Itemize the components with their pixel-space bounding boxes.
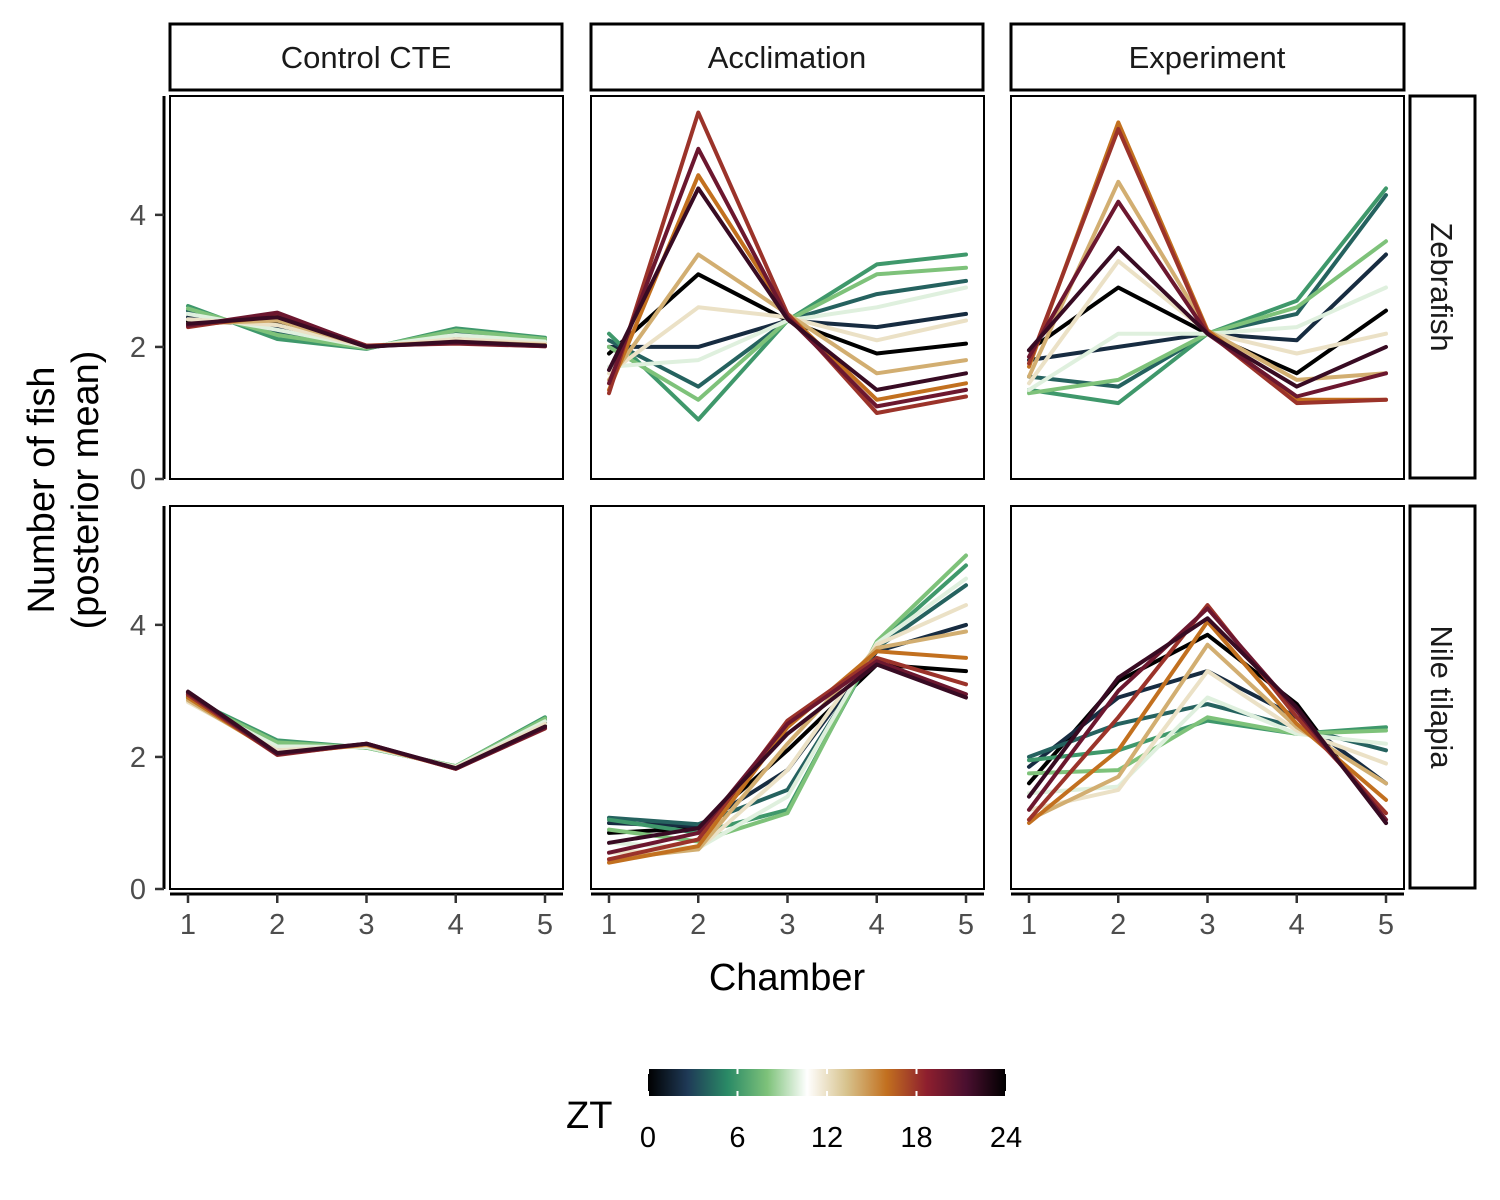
series-line-zt-18	[607, 655, 968, 862]
legend-tick-label: 12	[811, 1122, 843, 1154]
x-tick-label: 2	[1110, 909, 1126, 941]
strip-zebrafish	[1408, 94, 1477, 480]
row-strips: Zebrafish Nile tilapia	[1408, 94, 1477, 890]
x-tick-label: 3	[1199, 909, 1215, 941]
legend-title: ZT	[566, 1095, 612, 1137]
y-axis-title-line-2: (posterior mean)	[65, 351, 107, 630]
strip-control-cte	[168, 22, 564, 92]
y-tick-label: 2	[130, 332, 146, 364]
series-line-zt-22	[186, 689, 547, 771]
series-line-zt-20	[607, 659, 968, 855]
series-line-zt-22	[607, 186, 968, 392]
column-strips: Control CTE Acclimation Experiment	[168, 22, 1406, 92]
legend-tick-label: 24	[990, 1122, 1022, 1154]
x-tick-label: 2	[269, 909, 285, 941]
legend-tick-label: 18	[900, 1122, 932, 1154]
strip-nile-tilapia	[1408, 504, 1477, 890]
x-tick-label: 3	[358, 909, 374, 941]
series-line-zt-4	[1027, 702, 1388, 759]
y-axis-title-line-1: Number of fish	[21, 366, 63, 613]
y-axis-nile-tilapia: 0 2 4	[130, 506, 166, 906]
series-line-zt-8	[1027, 715, 1388, 776]
strip-label-zebrafish: Zebrafish	[1424, 222, 1459, 351]
legend-ticks: 0 6 12 18 24	[640, 1069, 1022, 1154]
x-tick-label: 1	[1021, 909, 1037, 941]
strip-acclimation	[589, 22, 985, 92]
panel-nile-tilapia-acclimation	[590, 505, 985, 890]
x-axis-experiment: 1 2 3 4 5	[1011, 892, 1404, 941]
x-tick-label: 4	[869, 909, 885, 941]
y-axis-title: Number of fish (posterior mean)	[21, 351, 107, 630]
x-tick-label: 5	[537, 909, 553, 941]
series-line-zt-22	[1027, 616, 1388, 825]
y-axis-zebrafish: 0 2 4	[130, 96, 166, 496]
x-axis-title: Chamber	[709, 957, 866, 999]
panels	[169, 95, 1405, 890]
strip-label-control-cte: Control CTE	[281, 40, 452, 75]
series-line-zt-16	[607, 649, 968, 865]
x-tick-label: 4	[448, 909, 464, 941]
x-axis-acclimation: 1 2 3 4 5	[591, 892, 984, 941]
series-line-zt-12	[1027, 669, 1388, 812]
x-tick-label: 5	[1378, 909, 1394, 941]
panel-nile-tilapia-control-cte	[169, 505, 564, 890]
strip-experiment	[1009, 22, 1406, 92]
strip-label-acclimation: Acclimation	[708, 40, 867, 75]
panel-zebrafish-acclimation	[590, 95, 985, 480]
legend-tick-label: 6	[729, 1122, 745, 1154]
x-tick-label: 3	[779, 909, 795, 941]
x-axis-control-cte: 1 2 3 4 5	[170, 892, 563, 941]
series-line-zt-22	[1027, 245, 1388, 389]
y-tick-label: 2	[130, 742, 146, 774]
x-tick-label: 5	[958, 909, 974, 941]
panel-border	[1010, 95, 1405, 480]
panel-border	[169, 95, 564, 480]
strip-label-experiment: Experiment	[1129, 40, 1286, 75]
x-tick-label: 1	[180, 909, 196, 941]
panel-border	[169, 505, 564, 890]
y-tick-label: 4	[130, 610, 146, 642]
strip-label-nile-tilapia: Nile tilapia	[1424, 625, 1459, 769]
panel-zebrafish-experiment	[1010, 95, 1405, 480]
panel-nile-tilapia-experiment	[1010, 505, 1405, 890]
series-line-zt-4	[607, 583, 968, 827]
y-tick-label: 0	[130, 874, 146, 906]
axes: 0 2 4 0 2 4 1 2 3 4 5 1 2 3 4 5 1 2 3 4 5	[130, 96, 1404, 941]
x-tick-label: 2	[690, 909, 706, 941]
x-tick-label: 1	[601, 909, 617, 941]
series-line-zt-22	[186, 315, 547, 349]
y-tick-label: 0	[130, 464, 146, 496]
series-line-zt-22	[607, 662, 968, 845]
zt-legend: ZT 0 6 12 18 24	[566, 1069, 1022, 1154]
x-tick-label: 4	[1289, 909, 1305, 941]
y-tick-label: 4	[130, 200, 146, 232]
legend-tick-label: 0	[640, 1122, 656, 1154]
panel-zebrafish-control-cte	[169, 95, 564, 480]
